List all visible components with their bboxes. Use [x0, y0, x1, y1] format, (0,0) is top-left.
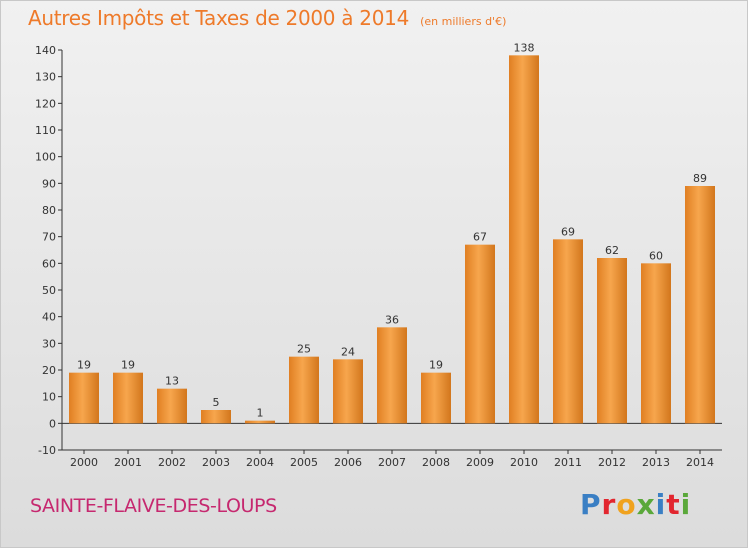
data-label: 69 — [561, 225, 575, 238]
chart-title: Autres Impôts et Taxes de 2000 à 2014 — [28, 6, 409, 30]
x-tick-label: 2001 — [114, 456, 142, 469]
bar — [333, 359, 363, 424]
y-tick-label: 140 — [35, 44, 56, 57]
x-tick-label: 2006 — [334, 456, 362, 469]
x-tick-label: 2000 — [70, 456, 98, 469]
bar — [113, 372, 143, 424]
x-tick-label: 2009 — [466, 456, 494, 469]
brand-letter: i — [655, 488, 667, 521]
x-tick-label: 2007 — [378, 456, 406, 469]
bar — [69, 372, 99, 424]
x-tick-label: 2011 — [554, 456, 582, 469]
x-tick-label: 2010 — [510, 456, 538, 469]
y-tick-label: 0 — [49, 417, 56, 430]
y-tick-label: 70 — [42, 231, 56, 244]
data-label: 19 — [429, 359, 443, 372]
data-label: 62 — [605, 244, 619, 257]
data-labels: 19 19 13 5 1 25 24 36 19 67 138 69 62 60 89 — [77, 41, 707, 419]
y-tick-label: 120 — [35, 97, 56, 110]
brand-letter: i — [680, 488, 692, 521]
data-label: 89 — [693, 172, 707, 185]
x-tick-label: 2004 — [246, 456, 274, 469]
bar — [685, 186, 715, 424]
town-name: SAINTE-FLAIVE-DES-LOUPS — [30, 495, 277, 517]
data-label: 138 — [514, 41, 535, 54]
bar — [465, 244, 495, 424]
bar — [553, 239, 583, 424]
bar — [157, 388, 187, 424]
bar — [201, 410, 231, 424]
brand-letter: o — [616, 488, 637, 521]
data-label: 13 — [165, 375, 179, 388]
bar — [597, 258, 627, 424]
title-row: Autres Impôts et Taxes de 2000 à 2014 (e… — [28, 6, 506, 30]
chart-subtitle: (en milliers d'€) — [420, 15, 507, 28]
y-tick-label: 90 — [42, 177, 56, 190]
bar — [421, 372, 451, 424]
x-tick-label: 2002 — [158, 456, 186, 469]
y-tick-label: 110 — [35, 124, 56, 137]
data-label: 67 — [473, 231, 487, 244]
y-tick-label: 20 — [42, 364, 56, 377]
y-tick-label: -10 — [38, 444, 56, 457]
data-label: 5 — [213, 396, 220, 409]
bar — [245, 420, 275, 424]
x-tick-label: 2014 — [686, 456, 714, 469]
bar — [377, 327, 407, 424]
x-tick-label: 2013 — [642, 456, 670, 469]
x-tick-label: 2008 — [422, 456, 450, 469]
data-label: 1 — [257, 407, 264, 420]
brand-letter: r — [601, 488, 617, 521]
axes: -10 0 10 20 30 40 50 60 70 80 90 100 110 120 130 140 200… — [35, 44, 722, 469]
data-label: 36 — [385, 313, 399, 326]
brand-letter: P — [580, 488, 602, 521]
brand-letter: x — [636, 488, 656, 521]
data-label: 19 — [121, 359, 135, 372]
y-tick-label: 80 — [42, 204, 56, 217]
bars — [69, 55, 715, 424]
bar — [509, 55, 539, 424]
y-tick-label: 10 — [42, 391, 56, 404]
y-tick-label: 130 — [35, 71, 56, 84]
brand-letter: t — [666, 488, 681, 521]
x-tick-label: 2005 — [290, 456, 318, 469]
data-label: 19 — [77, 359, 91, 372]
data-label: 24 — [341, 345, 355, 358]
data-label: 60 — [649, 249, 663, 262]
y-tick-label: 30 — [42, 337, 56, 350]
bar — [641, 263, 671, 424]
proxiti-logo[interactable]: Proxiti — [580, 488, 691, 521]
y-tick-label: 60 — [42, 257, 56, 270]
x-tick-label: 2012 — [598, 456, 626, 469]
data-label: 25 — [297, 343, 311, 356]
y-tick-label: 50 — [42, 284, 56, 297]
y-tick-label: 40 — [42, 311, 56, 324]
y-tick-label: 100 — [35, 151, 56, 164]
bar — [289, 356, 319, 424]
x-tick-label: 2003 — [202, 456, 230, 469]
